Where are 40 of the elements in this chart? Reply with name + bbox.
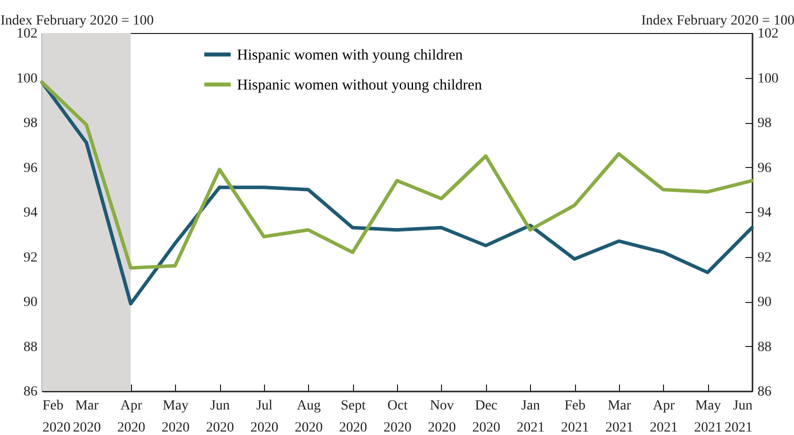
x-tick-label: May 2021 (694, 398, 722, 435)
x-tick-label: Sept 2020 (339, 398, 368, 435)
x-tick-label: Dec 2020 (472, 398, 500, 435)
y2-tick-label: 92 (758, 250, 772, 266)
y2-tick-label: 90 (758, 295, 772, 310)
x-tick-label: Apr 2020 (117, 398, 146, 435)
y2-tick-label: 96 (758, 160, 772, 176)
y2-tick-label: 88 (758, 340, 772, 355)
legend-label: Hispanic women without young children (237, 78, 482, 94)
y2-tick-label: 94 (758, 206, 772, 220)
x-tick-label: May 2020 (162, 398, 190, 435)
x-tick-label: Mar 2020 (72, 398, 101, 435)
y-tick-label: 86 (24, 384, 38, 400)
x-tick-label: Aug 2020 (294, 398, 323, 435)
y-tick-label: 88 (24, 340, 38, 355)
y-tick-label: 90 (24, 295, 38, 310)
y2-tick-label: 102 (758, 26, 778, 42)
y-tick-label: 102 (16, 26, 38, 42)
y-tick-label: 92 (24, 250, 38, 266)
x-tick-label: Jun 2020 (206, 398, 234, 435)
x-tick-label: Nov 2020 (428, 398, 456, 435)
x-tick-label: Mar 2021 (605, 398, 634, 435)
y-tick-label: 98 (24, 116, 38, 131)
y-axis-title: Index February 2020 = 100 (0, 14, 154, 28)
x-tick-label: Jul 2020 (250, 398, 278, 435)
x-tick-label: Jun 2021 (724, 398, 752, 435)
y2-tick-label: 98 (758, 116, 772, 131)
x-tick-label: Feb 2021 (561, 398, 589, 435)
y2-tick-label: 100 (758, 71, 778, 86)
x-tick-label: Apr 2021 (650, 398, 678, 435)
y-tick-label: 96 (24, 160, 38, 176)
x-tick-label: Feb 2020 (42, 398, 70, 435)
legend-label: Hispanic women with young children (237, 48, 464, 64)
x-tick-label: Oct 2020 (384, 398, 412, 435)
y-tick-label: 100 (16, 71, 38, 86)
y-tick-label: 94 (24, 206, 38, 220)
line-series (40, 80, 754, 270)
y2-axis-title: Index February 2020 = 100 (641, 14, 794, 28)
y2-tick-label: 86 (758, 384, 772, 400)
x-tick-label: Jan 2021 (516, 398, 545, 435)
